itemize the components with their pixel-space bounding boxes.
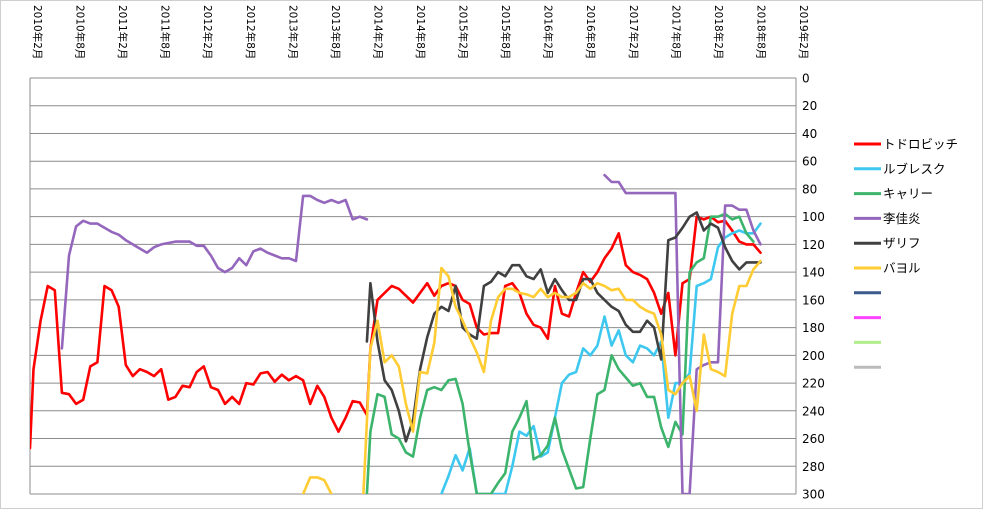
x-tick-label: 2012年2月 — [201, 5, 214, 59]
series-line — [603, 173, 762, 494]
x-tick-label: 2019年2月 — [797, 5, 810, 59]
legend-label: ルブレスク — [883, 161, 946, 176]
y-tick-label: 80 — [802, 182, 817, 196]
series-line — [365, 212, 755, 494]
y-tick-label: 0 — [802, 72, 810, 86]
legend-label: 李佳炎 — [883, 211, 921, 226]
x-tick-label: 2012年8月 — [244, 5, 257, 59]
series-5 — [365, 211, 762, 443]
legend-entry: ザリフ — [854, 236, 921, 251]
legend-entry: ルブレスク — [854, 161, 946, 176]
x-tick-label: 2011年8月 — [159, 5, 172, 59]
x-tick-label: 2015年8月 — [499, 5, 512, 59]
y-tick-label: 40 — [802, 127, 817, 141]
x-tick-label: 2014年2月 — [371, 5, 384, 59]
x-tick-label: 2013年8月 — [329, 5, 342, 59]
series-line — [365, 211, 762, 443]
y-tick-label: 60 — [802, 155, 817, 169]
y-tick-label: 260 — [802, 432, 825, 446]
x-tick-label: 2013年2月 — [286, 5, 299, 59]
x-tick-label: 2014年8月 — [414, 5, 427, 59]
y-tick-label: 220 — [802, 377, 825, 391]
series-4 — [60, 173, 762, 494]
series-3 — [365, 212, 755, 494]
x-tick-label: 2011年2月 — [116, 5, 129, 59]
series-line — [301, 476, 333, 494]
series-line — [362, 259, 762, 494]
x-tick-label: 2016年8月 — [584, 5, 597, 59]
y-tick-label: 180 — [802, 321, 825, 335]
series-line — [440, 222, 762, 494]
series-lines — [30, 173, 762, 494]
x-tick-label: 2017年2月 — [627, 5, 640, 59]
series-6 — [301, 259, 762, 494]
legend-label: トドロビッチ — [883, 137, 958, 152]
x-tick-label: 2010年8月 — [74, 5, 87, 59]
y-tick-label: 100 — [802, 210, 825, 224]
series-line — [60, 194, 369, 350]
y-tick-label: 20 — [802, 99, 817, 113]
y-tick-label: 240 — [802, 404, 825, 418]
legend-label: ザリフ — [883, 236, 921, 251]
series-2 — [440, 222, 762, 494]
legend-label: バヨル — [883, 261, 921, 276]
x-tick-label: 2018年2月 — [712, 5, 725, 59]
x-tick-label: 2018年8月 — [754, 5, 767, 59]
x-tick-label: 2016年2月 — [542, 5, 555, 59]
x-axis-tick-labels: 2010年2月 2010年8月 2011年2月 2011年8月 2012年2月 2012年… — [31, 5, 810, 59]
y-tick-label: 160 — [802, 293, 825, 307]
x-tick-label: 2015年2月 — [457, 5, 470, 59]
series-1 — [30, 215, 762, 450]
series-line — [30, 215, 762, 450]
y-tick-label: 120 — [802, 238, 825, 252]
legend-entry: キャリー — [854, 186, 933, 201]
legend-entry: 李佳炎 — [854, 211, 921, 226]
x-tick-label: 2010年2月 — [31, 5, 44, 59]
legend-label: キャリー — [883, 186, 933, 201]
y-axis-tick-labels: 0 20 40 60 80 100 120 140 160 180 200 220 240 260 280 3… — [802, 72, 825, 502]
y-tick-label: 200 — [802, 349, 825, 363]
y-tick-label: 280 — [802, 460, 825, 474]
legend-entry: トドロビッチ — [854, 137, 958, 152]
y-tick-label: 300 — [802, 488, 825, 502]
legend-entry: バヨル — [854, 261, 921, 276]
x-tick-label: 2017年8月 — [669, 5, 682, 59]
y-tick-label: 140 — [802, 266, 825, 280]
